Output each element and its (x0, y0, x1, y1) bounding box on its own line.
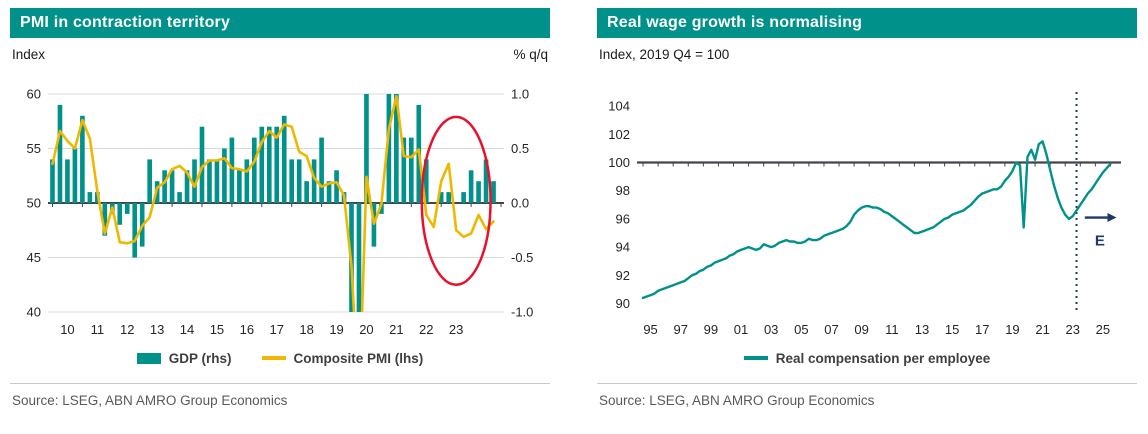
svg-text:97: 97 (673, 322, 687, 337)
svg-text:13: 13 (915, 322, 929, 337)
svg-text:12: 12 (120, 322, 134, 337)
svg-text:96: 96 (616, 211, 630, 226)
svg-text:17: 17 (975, 322, 989, 337)
svg-text:1.0: 1.0 (511, 87, 529, 102)
composite-pmi-legend-item: Composite PMI (lhs) (261, 350, 424, 366)
svg-text:-1.0: -1.0 (511, 305, 533, 320)
real-wage-line-chart: 90 92 94 96 98 100 102 104 95 97 99 01 03 05 07 09 11 13 1… (608, 92, 1121, 337)
svg-text:90: 90 (616, 296, 630, 311)
wage-chart-legend: Real compensation per employee (597, 348, 1137, 368)
svg-text:15: 15 (945, 322, 959, 337)
svg-text:03: 03 (764, 322, 778, 337)
pmi-left-axis-unit: Index (12, 47, 46, 62)
divider (597, 383, 1137, 384)
pmi-chart-title: PMI in contraction territory (20, 14, 231, 31)
composite-pmi-legend-label: Composite PMI (lhs) (293, 350, 424, 366)
svg-text:16: 16 (240, 322, 254, 337)
svg-text:17: 17 (270, 322, 284, 337)
wage-chart-panel: Real wage growth is normalising Index, 2… (597, 8, 1137, 408)
svg-text:21: 21 (389, 322, 403, 337)
svg-text:14: 14 (180, 322, 194, 337)
wage-chart-title-bar: Real wage growth is normalising (597, 8, 1137, 38)
wage-axis-unit: Index, 2019 Q4 = 100 (599, 47, 730, 62)
svg-text:40: 40 (27, 305, 41, 320)
page: PMI in contraction territory Index % q/q… (10, 8, 1137, 408)
svg-text:98: 98 (616, 183, 630, 198)
pmi-chart-title-bar: PMI in contraction territory (10, 8, 550, 38)
gdp-legend-item: GDP (rhs) (136, 350, 232, 366)
divider (10, 383, 550, 384)
svg-text:45: 45 (27, 250, 41, 265)
wage-source-text: Source: LSEG, ABN AMRO Group Economics (599, 393, 875, 408)
svg-text:60: 60 (27, 87, 41, 102)
svg-text:07: 07 (824, 322, 838, 337)
wage-chart-title: Real wage growth is normalising (607, 14, 863, 31)
svg-text:102: 102 (608, 127, 630, 142)
svg-text:01: 01 (734, 322, 748, 337)
svg-text:100: 100 (608, 155, 630, 170)
svg-text:11: 11 (91, 322, 105, 337)
svg-text:0.0: 0.0 (511, 196, 529, 211)
svg-text:E: E (1095, 233, 1105, 250)
svg-text:15: 15 (210, 322, 224, 337)
svg-text:104: 104 (608, 99, 630, 114)
pmi-source-text: Source: LSEG, ABN AMRO Group Economics (12, 393, 288, 408)
svg-text:22: 22 (419, 322, 433, 337)
svg-text:23: 23 (449, 322, 463, 337)
gdp-legend-swatch (136, 352, 161, 364)
svg-text:94: 94 (616, 240, 630, 255)
svg-text:99: 99 (704, 322, 718, 337)
svg-text:20: 20 (359, 322, 373, 337)
pmi-right-axis-unit: % q/q (513, 47, 548, 62)
pmi-gdp-combo-chart: 40 -1.0 45 -0.5 50 0.0 55 0.5 60 1.0 10 11 12 13 14 15 1… (27, 87, 534, 338)
svg-text:23: 23 (1066, 322, 1080, 337)
svg-text:10: 10 (60, 322, 74, 337)
real-compensation-legend-label: Real compensation per employee (775, 350, 991, 366)
pmi-chart-panel: PMI in contraction territory Index % q/q… (10, 8, 550, 408)
svg-text:11: 11 (885, 322, 899, 337)
svg-text:19: 19 (329, 322, 343, 337)
composite-pmi-legend-swatch (261, 356, 286, 360)
svg-text:95: 95 (643, 322, 657, 337)
real-compensation-legend-swatch (743, 356, 768, 360)
svg-text:19: 19 (1005, 322, 1019, 337)
svg-text:13: 13 (150, 322, 164, 337)
svg-text:18: 18 (299, 322, 313, 337)
gdp-legend-label: GDP (rhs) (168, 350, 232, 366)
wage-axis-units-row: Index, 2019 Q4 = 100 (599, 47, 1135, 64)
pmi-axis-units-row: Index % q/q (12, 47, 548, 64)
svg-text:-0.5: -0.5 (511, 250, 533, 265)
real-compensation-legend-item: Real compensation per employee (743, 350, 991, 366)
svg-text:55: 55 (27, 141, 41, 156)
pmi-chart-legend: GDP (rhs) Composite PMI (lhs) (10, 348, 550, 368)
svg-text:50: 50 (27, 196, 41, 211)
svg-text:09: 09 (854, 322, 868, 337)
svg-text:25: 25 (1096, 322, 1110, 337)
svg-text:92: 92 (616, 268, 630, 283)
svg-text:21: 21 (1035, 322, 1049, 337)
svg-text:05: 05 (794, 322, 808, 337)
svg-text:0.5: 0.5 (511, 141, 529, 156)
